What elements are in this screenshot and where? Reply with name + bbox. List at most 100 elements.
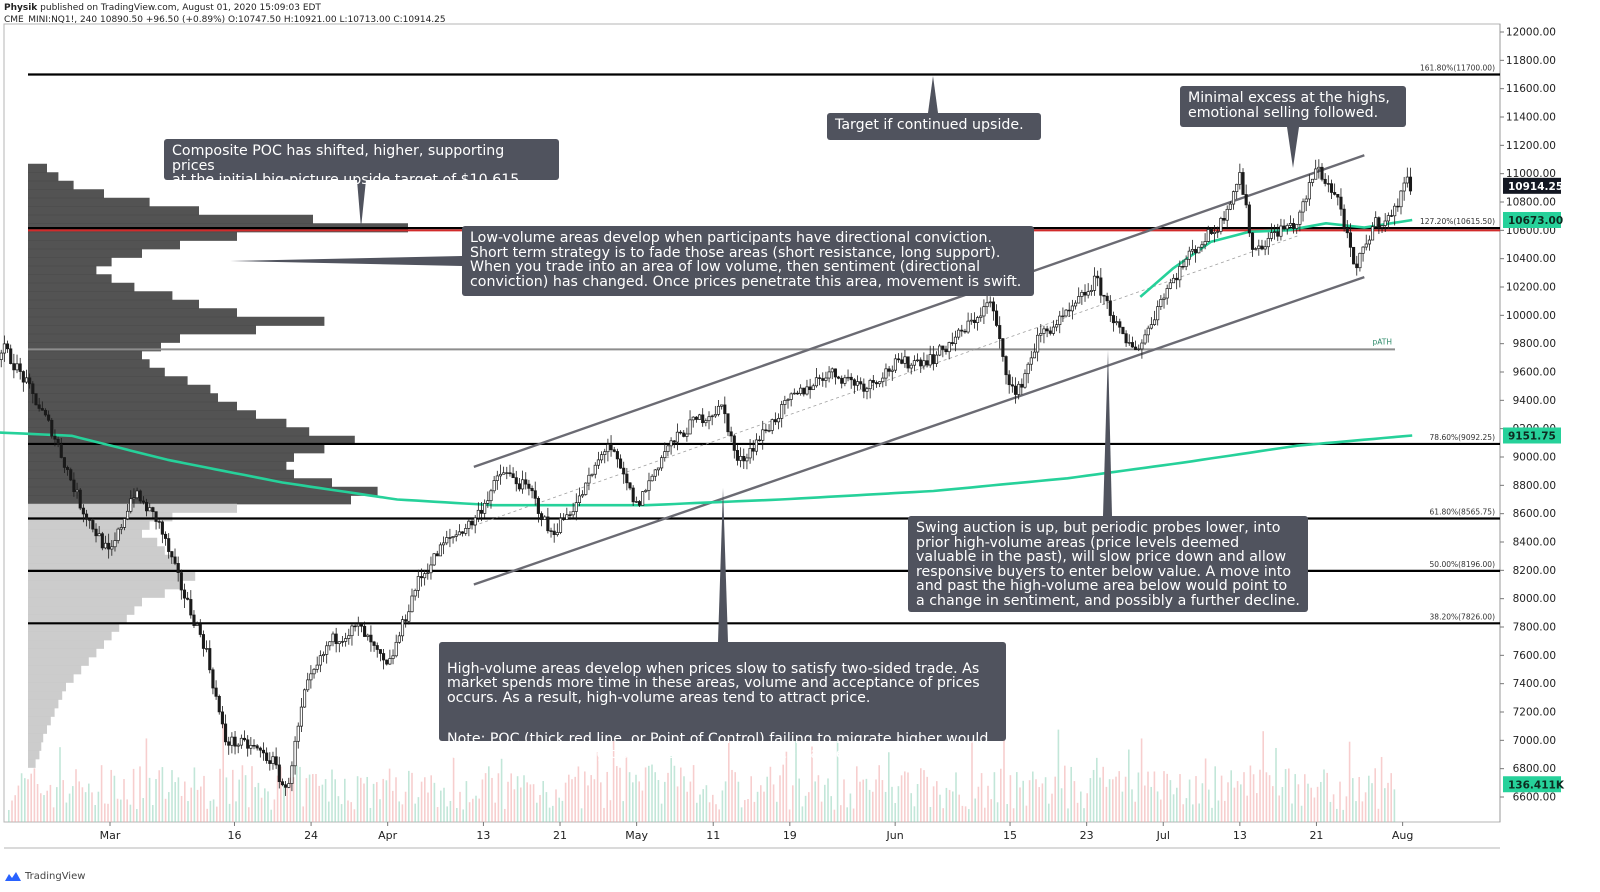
candle-body (1089, 290, 1093, 292)
candle-body (1222, 217, 1226, 221)
price-tick-label: 11400.00 (1506, 112, 1556, 124)
annotation-low-volume[interactable]: Low-volume areas develop when participan… (462, 226, 1034, 296)
candle-body (233, 736, 237, 747)
volume-bar (596, 752, 599, 822)
candle-body (1355, 263, 1359, 269)
volume-profile-row (28, 333, 180, 343)
volume-bar (11, 800, 13, 822)
candle-body (476, 509, 480, 519)
candle-body (293, 740, 297, 767)
candle-body (220, 711, 224, 725)
candle-body (818, 377, 822, 379)
volume-bar (1153, 771, 1156, 822)
candle-body (1026, 363, 1030, 375)
volume-bar (782, 764, 784, 822)
annotation-swing-auction[interactable]: Swing auction is up, but periodic probes… (908, 516, 1308, 612)
volume-bar (1009, 775, 1012, 822)
candle-body (328, 641, 332, 647)
volume-bar (395, 777, 397, 822)
candle-body (1190, 249, 1195, 252)
candles (0, 159, 1413, 796)
candle-body (1137, 348, 1141, 351)
volume-bar (721, 790, 724, 822)
volume-bar (1224, 800, 1226, 822)
volume-bar (529, 784, 532, 822)
volume-bar (942, 808, 944, 822)
volume-bar (718, 809, 720, 822)
candle-body (565, 514, 569, 520)
volume-bar (1016, 772, 1018, 822)
candle-body (201, 634, 206, 649)
candle-body (119, 527, 123, 530)
volume-bar (708, 802, 711, 822)
volume-bar (145, 738, 148, 822)
candle-body (56, 438, 60, 445)
candle-body (650, 475, 654, 482)
volume-bar (286, 787, 288, 822)
volume-bar (875, 779, 877, 822)
candle-body (1402, 182, 1406, 192)
volume-bar (926, 776, 928, 822)
volume-bar (401, 804, 404, 822)
candle-body (808, 386, 812, 391)
volume-bar (84, 792, 87, 822)
candle-body (1036, 334, 1040, 353)
volume-bar (1265, 772, 1268, 822)
candle-body (186, 597, 190, 600)
candle-body (792, 392, 796, 395)
price-tick-label: 10400.00 (1506, 253, 1556, 265)
candle-body (663, 451, 667, 459)
candle-body (909, 364, 913, 369)
volume-bar (228, 803, 231, 822)
candle-body (271, 756, 275, 764)
candle-body (81, 507, 85, 515)
volume-profile-row (28, 699, 59, 709)
price-tick-label: 7800.00 (1513, 622, 1556, 634)
candle-body (375, 645, 379, 650)
price-tick-label: 6600.00 (1513, 792, 1556, 804)
volume-bar (622, 801, 624, 822)
candle-body (767, 430, 771, 432)
volume-bar (1038, 787, 1040, 822)
fib-level-label: 161.80%(11700.00) (1420, 64, 1495, 73)
annotation-minimal-excess[interactable]: Minimal excess at the highs, emotional s… (1180, 86, 1406, 127)
volume-bar (913, 806, 916, 822)
volume-bar (1134, 801, 1136, 822)
candle-body (1042, 328, 1046, 334)
annotation-high-volume[interactable]: High-volume areas develop when prices sl… (439, 642, 1006, 761)
volume-bar (1288, 768, 1290, 822)
volume-bar (840, 805, 842, 822)
price-label-box (1503, 427, 1561, 444)
volume-bar (1297, 784, 1300, 822)
candle-body (985, 302, 989, 308)
time-tick-label: Jul (1156, 829, 1170, 842)
candle-body (344, 638, 348, 642)
volume-bar (497, 773, 500, 822)
volume-bar (1169, 780, 1172, 822)
volume-bar (334, 779, 336, 822)
volume-bar (260, 797, 263, 822)
volume-bar (1073, 781, 1076, 822)
candle-body (868, 380, 872, 390)
author-name[interactable]: Physik (4, 3, 38, 13)
volume-bar (427, 792, 429, 822)
candle-body (230, 736, 234, 746)
candle-body (34, 393, 38, 406)
candle-body (290, 765, 294, 784)
candle-body (163, 533, 168, 539)
annotation-composite-poc[interactable]: Composite POC has shifted, higher, suppo… (164, 139, 559, 187)
volume-profile-row (28, 631, 112, 641)
annotation-target[interactable]: Target if continued upside. (827, 113, 1041, 140)
candle-body (1393, 205, 1397, 217)
candle-body (1086, 291, 1090, 296)
candle-body (435, 553, 439, 557)
volume-bar (612, 738, 615, 822)
volume-bar (1352, 778, 1354, 822)
candle-body (385, 659, 389, 665)
time-tick-label: Mar (100, 829, 121, 842)
volume-bar (1272, 786, 1274, 822)
tradingview-footer[interactable]: TradingView (4, 871, 85, 882)
volume-bar (910, 793, 912, 822)
volume-bar (276, 775, 279, 822)
